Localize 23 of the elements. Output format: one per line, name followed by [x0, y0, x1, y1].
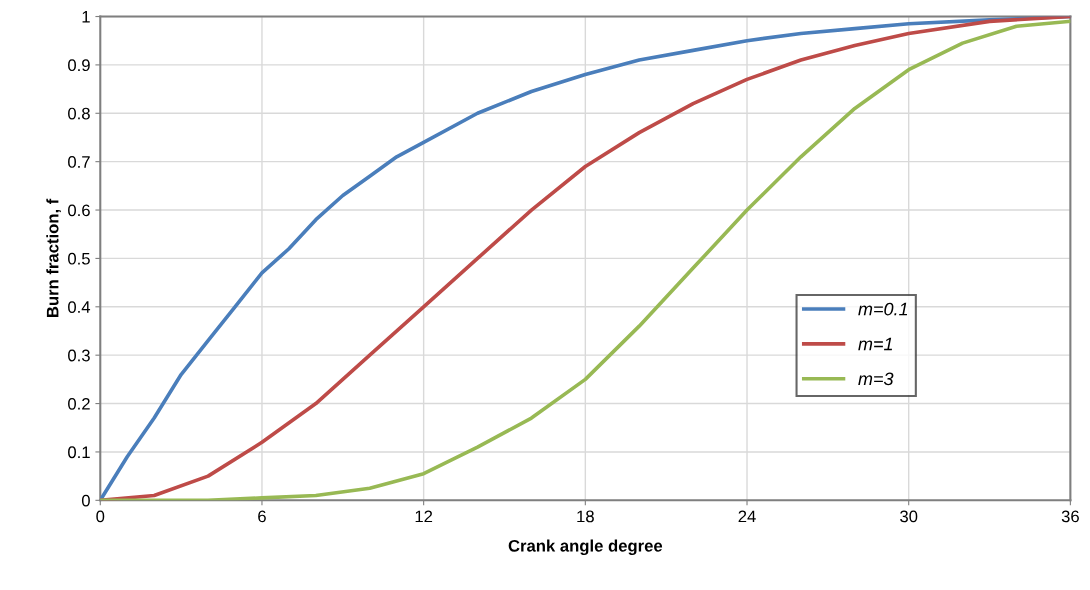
- y-tick-label: 0: [81, 494, 90, 507]
- y-tick-label: 0.1: [68, 446, 90, 459]
- x-tick-label: 12: [415, 510, 433, 523]
- y-tick-label: 0.4: [68, 301, 91, 313]
- y-tick-label: 0.5: [68, 252, 90, 265]
- y-tick-label: 0.7: [68, 156, 90, 168]
- x-tick-label: 24: [738, 510, 756, 523]
- x-tick-label: 36: [1061, 510, 1079, 523]
- y-tick-label: 0.9: [68, 59, 90, 72]
- y-tick-label: 0.8: [68, 107, 90, 120]
- x-tick-label: 0: [96, 510, 105, 523]
- x-axis-title: Crank angle degree: [508, 539, 663, 556]
- y-tick-label: 0.3: [68, 349, 90, 362]
- legend-label: m=1: [858, 337, 893, 351]
- y-tick-label: 1: [82, 11, 90, 23]
- y-tick-label: 0.6: [68, 204, 90, 217]
- legend-label: m=0.1: [858, 302, 908, 316]
- legend-label: m=3: [858, 372, 894, 386]
- y-axis-title: Burn fraction, f: [46, 198, 61, 318]
- x-tick-label: 6: [258, 510, 266, 523]
- x-tick-label: 30: [900, 510, 918, 523]
- y-tick-label: 0.2: [68, 397, 90, 410]
- x-tick-label: 18: [577, 510, 594, 523]
